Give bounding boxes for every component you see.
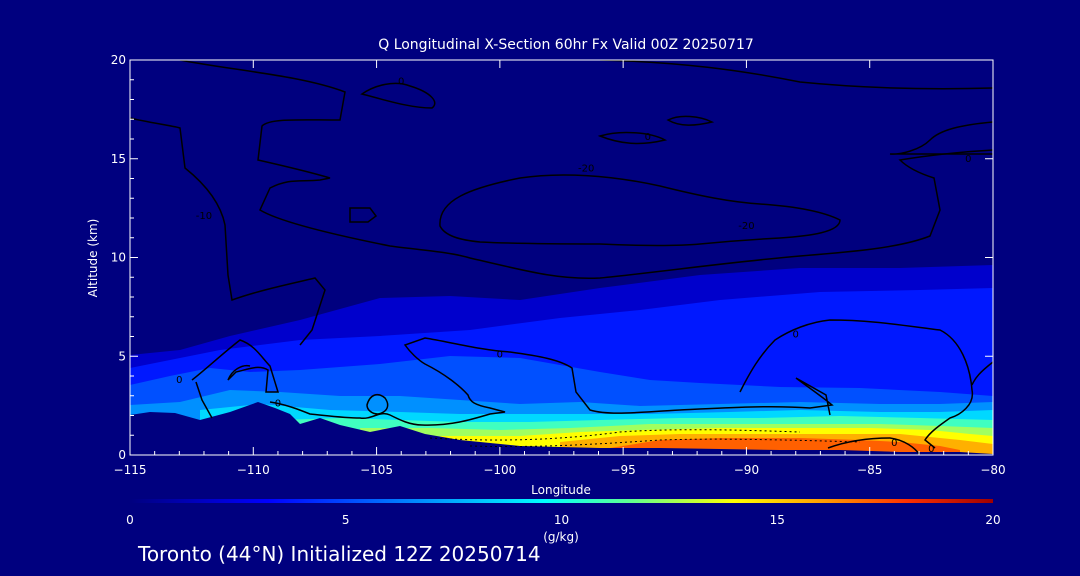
colorbar-ticks: 0 5 10 15 20 — [126, 513, 1000, 527]
x-tick-label: −85 — [857, 463, 882, 477]
dashed-contour-1 — [429, 429, 801, 441]
y-tick-label: 15 — [111, 152, 126, 166]
contour-label: 0 — [928, 444, 934, 455]
contour-right-middle — [889, 121, 993, 155]
footer-text: Toronto (44°N) Initialized 12Z 20250714 — [137, 542, 541, 566]
x-tick-label: −115 — [114, 463, 147, 477]
contour-minus-20 — [439, 174, 841, 247]
contour-lower-left — [191, 339, 280, 419]
contour-stratosphere — [179, 60, 993, 280]
dashed-contour-2 — [469, 438, 861, 448]
x-tick-label: −80 — [980, 463, 1005, 477]
dashed-contours — [429, 429, 861, 448]
contour-right-lower — [739, 319, 974, 449]
contour-near-surface — [827, 437, 921, 455]
contour-label: 0 — [398, 77, 404, 88]
contour-label: 0 — [176, 375, 182, 386]
contour-lower-mid — [269, 337, 834, 426]
contour-upper-left — [130, 117, 326, 346]
colorbar — [130, 499, 993, 503]
plot-area: 0 0 0 -10 -20 -20 0 0 0 0 0 0 — [130, 60, 993, 455]
contour-label: 0 — [793, 330, 799, 341]
x-axis-label: Longitude — [531, 483, 591, 497]
colorbar-tick-label: 5 — [342, 513, 350, 527]
y-axis: 0 5 10 15 20 — [111, 53, 993, 462]
y-tick-label: 0 — [118, 448, 126, 462]
x-tick-label: −95 — [610, 463, 635, 477]
contour-label: -10 — [196, 211, 212, 222]
contour-label: 0 — [497, 349, 503, 360]
colorbar-tick-label: 10 — [554, 513, 569, 527]
contour-upper-right — [599, 60, 993, 90]
contour-labels: 0 0 0 -10 -20 -20 0 0 0 0 0 0 — [176, 77, 971, 455]
y-tick-label: 5 — [118, 349, 126, 363]
contour-label: 0 — [275, 399, 281, 410]
x-tick-label: −100 — [483, 463, 516, 477]
x-tick-label: −110 — [237, 463, 270, 477]
contour-blob-1 — [360, 82, 436, 109]
chart-title: Q Longitudinal X-Section 60hr Fx Valid 0… — [378, 37, 754, 53]
contour-label: -20 — [578, 164, 594, 175]
x-axis: −115 −110 −105 −100 −95 −90 −85 −80 — [114, 60, 1006, 477]
contour-label: -20 — [738, 221, 754, 232]
x-tick-label: −90 — [734, 463, 759, 477]
x-tick-label: −105 — [360, 463, 393, 477]
colorbar-tick-label: 20 — [985, 513, 1000, 527]
y-axis-label: Altitude (km) — [86, 219, 100, 298]
contour-label: 0 — [891, 438, 897, 449]
contour-right-edge — [971, 361, 993, 386]
contour-label: 0 — [645, 132, 651, 143]
contour-blob-2 — [666, 115, 715, 126]
colorbar-tick-label: 15 — [770, 513, 785, 527]
y-tick-label: 10 — [111, 251, 126, 265]
contour-label: 0 — [965, 154, 971, 165]
colorbar-label: (g/kg) — [543, 530, 579, 544]
contour-blob-3 — [597, 131, 668, 145]
contour-blob-5 — [366, 393, 389, 415]
contour-blob-4 — [349, 207, 378, 223]
y-tick-label: 20 — [111, 53, 126, 67]
colorbar-tick-label: 0 — [126, 513, 134, 527]
terrain-mask — [130, 402, 993, 455]
contour-lines — [130, 60, 993, 455]
